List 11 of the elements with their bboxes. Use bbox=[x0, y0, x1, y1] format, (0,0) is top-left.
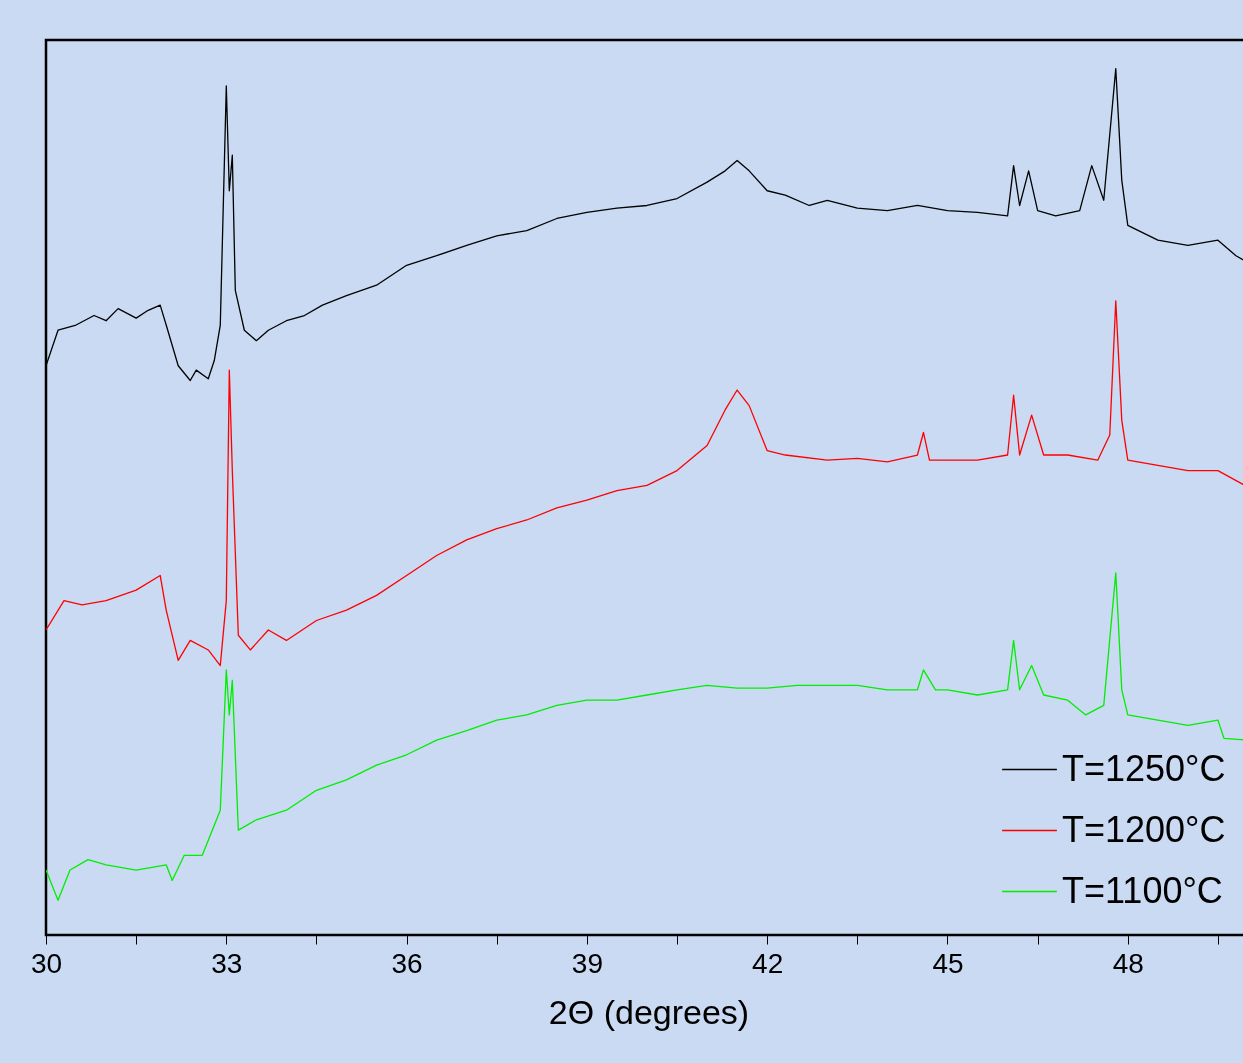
legend-label: T=1100°C bbox=[1062, 869, 1223, 911]
x-tick-label: 48 bbox=[1112, 947, 1144, 979]
x-tick-label: 33 bbox=[211, 947, 243, 979]
legend-label: T=1200°C bbox=[1062, 808, 1226, 850]
x-tick-label: 39 bbox=[571, 947, 603, 979]
x-tick-label: 36 bbox=[391, 947, 423, 979]
x-tick-label: 45 bbox=[932, 947, 964, 979]
x-axis-title: 2Θ (degrees) bbox=[548, 992, 750, 1031]
x-tick-label: 42 bbox=[752, 947, 784, 979]
legend-label: T=1250°C bbox=[1062, 747, 1226, 789]
x-tick-label: 30 bbox=[30, 947, 63, 979]
